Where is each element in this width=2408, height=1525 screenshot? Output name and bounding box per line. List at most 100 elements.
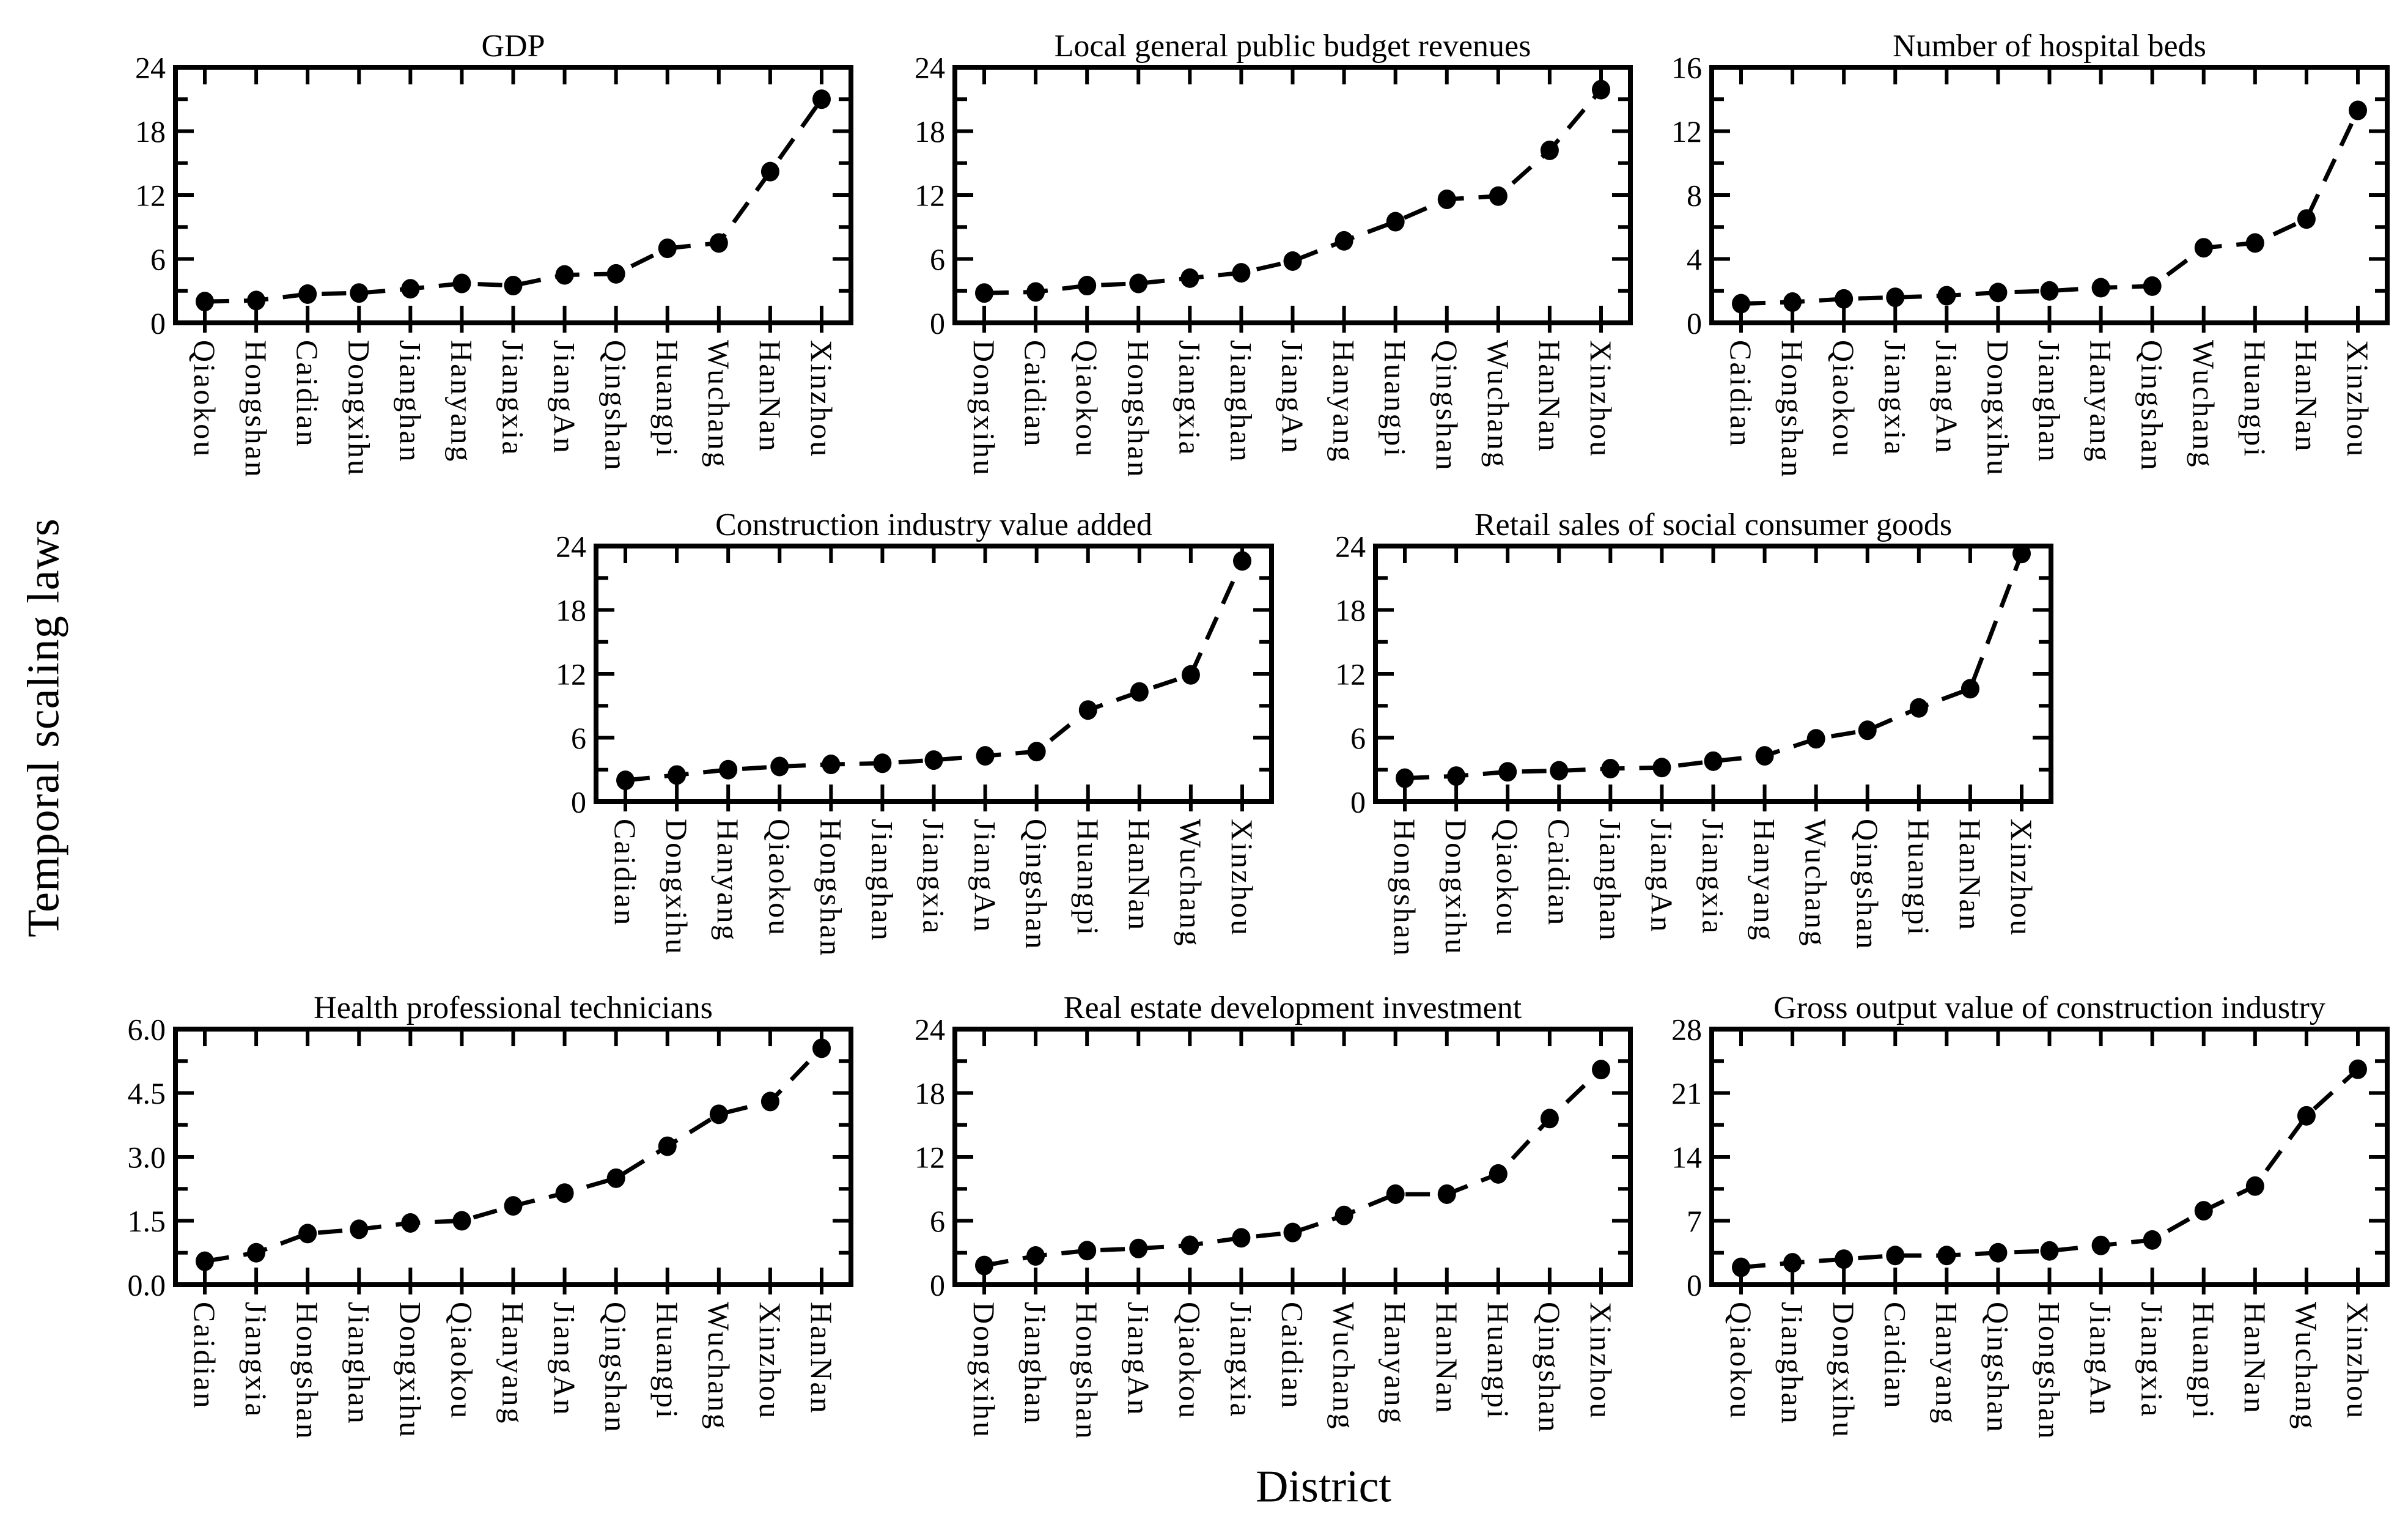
y-tick-label: 6.0 bbox=[128, 1013, 166, 1047]
data-point bbox=[1652, 758, 1671, 778]
data-point bbox=[401, 279, 420, 299]
data-point bbox=[1026, 282, 1045, 302]
x-tick-label: HanNan bbox=[1122, 819, 1157, 932]
data-point bbox=[1027, 742, 1046, 762]
data-point bbox=[1806, 729, 1825, 749]
x-tick-label: Jiangxia bbox=[1696, 819, 1731, 936]
y-tick-label: 18 bbox=[915, 114, 945, 149]
data-point bbox=[1783, 292, 1802, 312]
data-point bbox=[616, 770, 635, 791]
x-tick-label: Xinzhou bbox=[2341, 340, 2375, 458]
y-tick-label: 7 bbox=[1687, 1204, 1702, 1238]
x-tick-label: Hanyang bbox=[1327, 340, 1361, 463]
data-point bbox=[555, 1183, 574, 1203]
x-tick-label: JiangAn bbox=[1121, 1302, 1155, 1417]
data-point bbox=[1858, 720, 1877, 740]
x-tick-label: Hanyang bbox=[496, 1302, 531, 1425]
plot-box bbox=[594, 544, 1274, 804]
data-point bbox=[1335, 231, 1353, 251]
data-point bbox=[812, 89, 831, 109]
x-tick-label: Dongxihu bbox=[660, 819, 694, 956]
x-tick-label: Wuchang bbox=[1174, 819, 1208, 948]
x-tick-label: Qingshan bbox=[1981, 1302, 2015, 1434]
data-point bbox=[2012, 544, 2031, 564]
x-tick-label: Qingshan bbox=[2135, 340, 2170, 472]
data-point bbox=[1989, 282, 2008, 303]
y-tick-label: 12 bbox=[556, 657, 586, 692]
data-point bbox=[1386, 1184, 1405, 1204]
x-tick-label: Dongxihu bbox=[1827, 1302, 1861, 1439]
x-tick-label: Qingshan bbox=[1850, 819, 1885, 951]
x-tick-label: Xinzhou bbox=[1584, 340, 1618, 458]
y-tick-label: 18 bbox=[556, 593, 586, 627]
x-tick-label: JiangAn bbox=[968, 819, 1003, 934]
data-point bbox=[719, 759, 738, 780]
x-tick-label: JiangAn bbox=[1644, 819, 1679, 934]
data-point bbox=[1386, 212, 1405, 232]
x-tick-label: Wuchang bbox=[2187, 340, 2221, 469]
data-point bbox=[2194, 1201, 2213, 1221]
data-point bbox=[760, 1091, 779, 1112]
data-point bbox=[2194, 238, 2213, 258]
data-point bbox=[1755, 746, 1774, 766]
x-tick-label: Jiangxia bbox=[1173, 340, 1207, 457]
x-tick-label: Dongxihu bbox=[1439, 819, 1473, 956]
data-point bbox=[1437, 1184, 1456, 1204]
data-point bbox=[298, 1224, 317, 1244]
x-tick-label: Jiangxia bbox=[1878, 340, 1912, 457]
data-point bbox=[2040, 1241, 2059, 1261]
chart-real-estate-investment: Real estate development investment 0 6 12 18… bbox=[915, 991, 1633, 1441]
plot-box bbox=[952, 65, 1633, 325]
x-tick-label: Jianghan bbox=[1018, 1302, 1053, 1425]
y-tick-label: 3.0 bbox=[128, 1140, 166, 1175]
x-tick-label: Huangpi bbox=[1071, 819, 1105, 937]
data-point bbox=[1130, 682, 1149, 702]
plot-box bbox=[1709, 65, 2390, 325]
y-tick-label: 0 bbox=[930, 306, 945, 341]
x-tick-label: Qiaokou bbox=[1070, 340, 1104, 458]
x-tick-label: Qingshan bbox=[1020, 819, 1054, 951]
x-tick-label: Caidian bbox=[188, 1302, 222, 1410]
x-tick-label: Jianghan bbox=[342, 1302, 376, 1425]
x-tick-label: HanNan bbox=[2289, 340, 2324, 453]
data-point bbox=[975, 283, 993, 303]
x-tick-label: Caidian bbox=[1878, 1302, 1912, 1410]
x-tick-label: Hanyang bbox=[1379, 1302, 1413, 1425]
x-tick-label: Caidian bbox=[1018, 340, 1053, 448]
x-tick-label: Hongshan bbox=[1070, 1302, 1104, 1441]
data-point bbox=[1886, 1246, 1905, 1266]
chart-title: Local general public budget revenues bbox=[1055, 29, 1531, 64]
data-point bbox=[1592, 79, 1610, 100]
data-point bbox=[924, 750, 943, 770]
x-tick-label: Hongshan bbox=[814, 819, 848, 958]
y-tick-label: 12 bbox=[1335, 657, 1366, 692]
x-tick-label: Dongxihu bbox=[393, 1302, 427, 1439]
data-point bbox=[247, 290, 266, 311]
x-tick-label: Caidian bbox=[1542, 819, 1576, 927]
data-point bbox=[555, 265, 574, 285]
data-point bbox=[247, 1243, 266, 1263]
data-point bbox=[976, 746, 995, 766]
data-point bbox=[1732, 294, 1750, 314]
data-point bbox=[1078, 700, 1097, 720]
chart-title: Gross output value of construction indus… bbox=[1773, 991, 2325, 1025]
y-tick-label: 0 bbox=[1350, 785, 1366, 819]
y-axis-label: Temporal scaling laws bbox=[18, 518, 69, 937]
data-point bbox=[2349, 1059, 2367, 1079]
x-tick-label: Hongshan bbox=[1388, 819, 1422, 958]
x-tick-label: Caidian bbox=[608, 819, 643, 927]
chart-hospital-beds: Number of hospital beds 0 4 8 12 16 Caidian Hon… bbox=[1671, 29, 2390, 479]
chart-title: Real estate development investment bbox=[1064, 991, 1522, 1025]
y-tick-label: 24 bbox=[915, 51, 945, 85]
x-tick-label: Hongshan bbox=[1775, 340, 1810, 479]
data-point bbox=[196, 292, 214, 312]
x-tick-label: Xinzhou bbox=[1584, 1302, 1618, 1420]
data-point bbox=[606, 264, 625, 284]
x-tick-label: Jianghan bbox=[1224, 340, 1258, 463]
data-point bbox=[1601, 759, 1620, 779]
x-tick-label: Qingshan bbox=[1430, 340, 1464, 472]
x-tick-label: Hongshan bbox=[2033, 1302, 2067, 1441]
data-point bbox=[1783, 1253, 1802, 1273]
y-tick-label: 28 bbox=[1671, 1013, 1702, 1047]
